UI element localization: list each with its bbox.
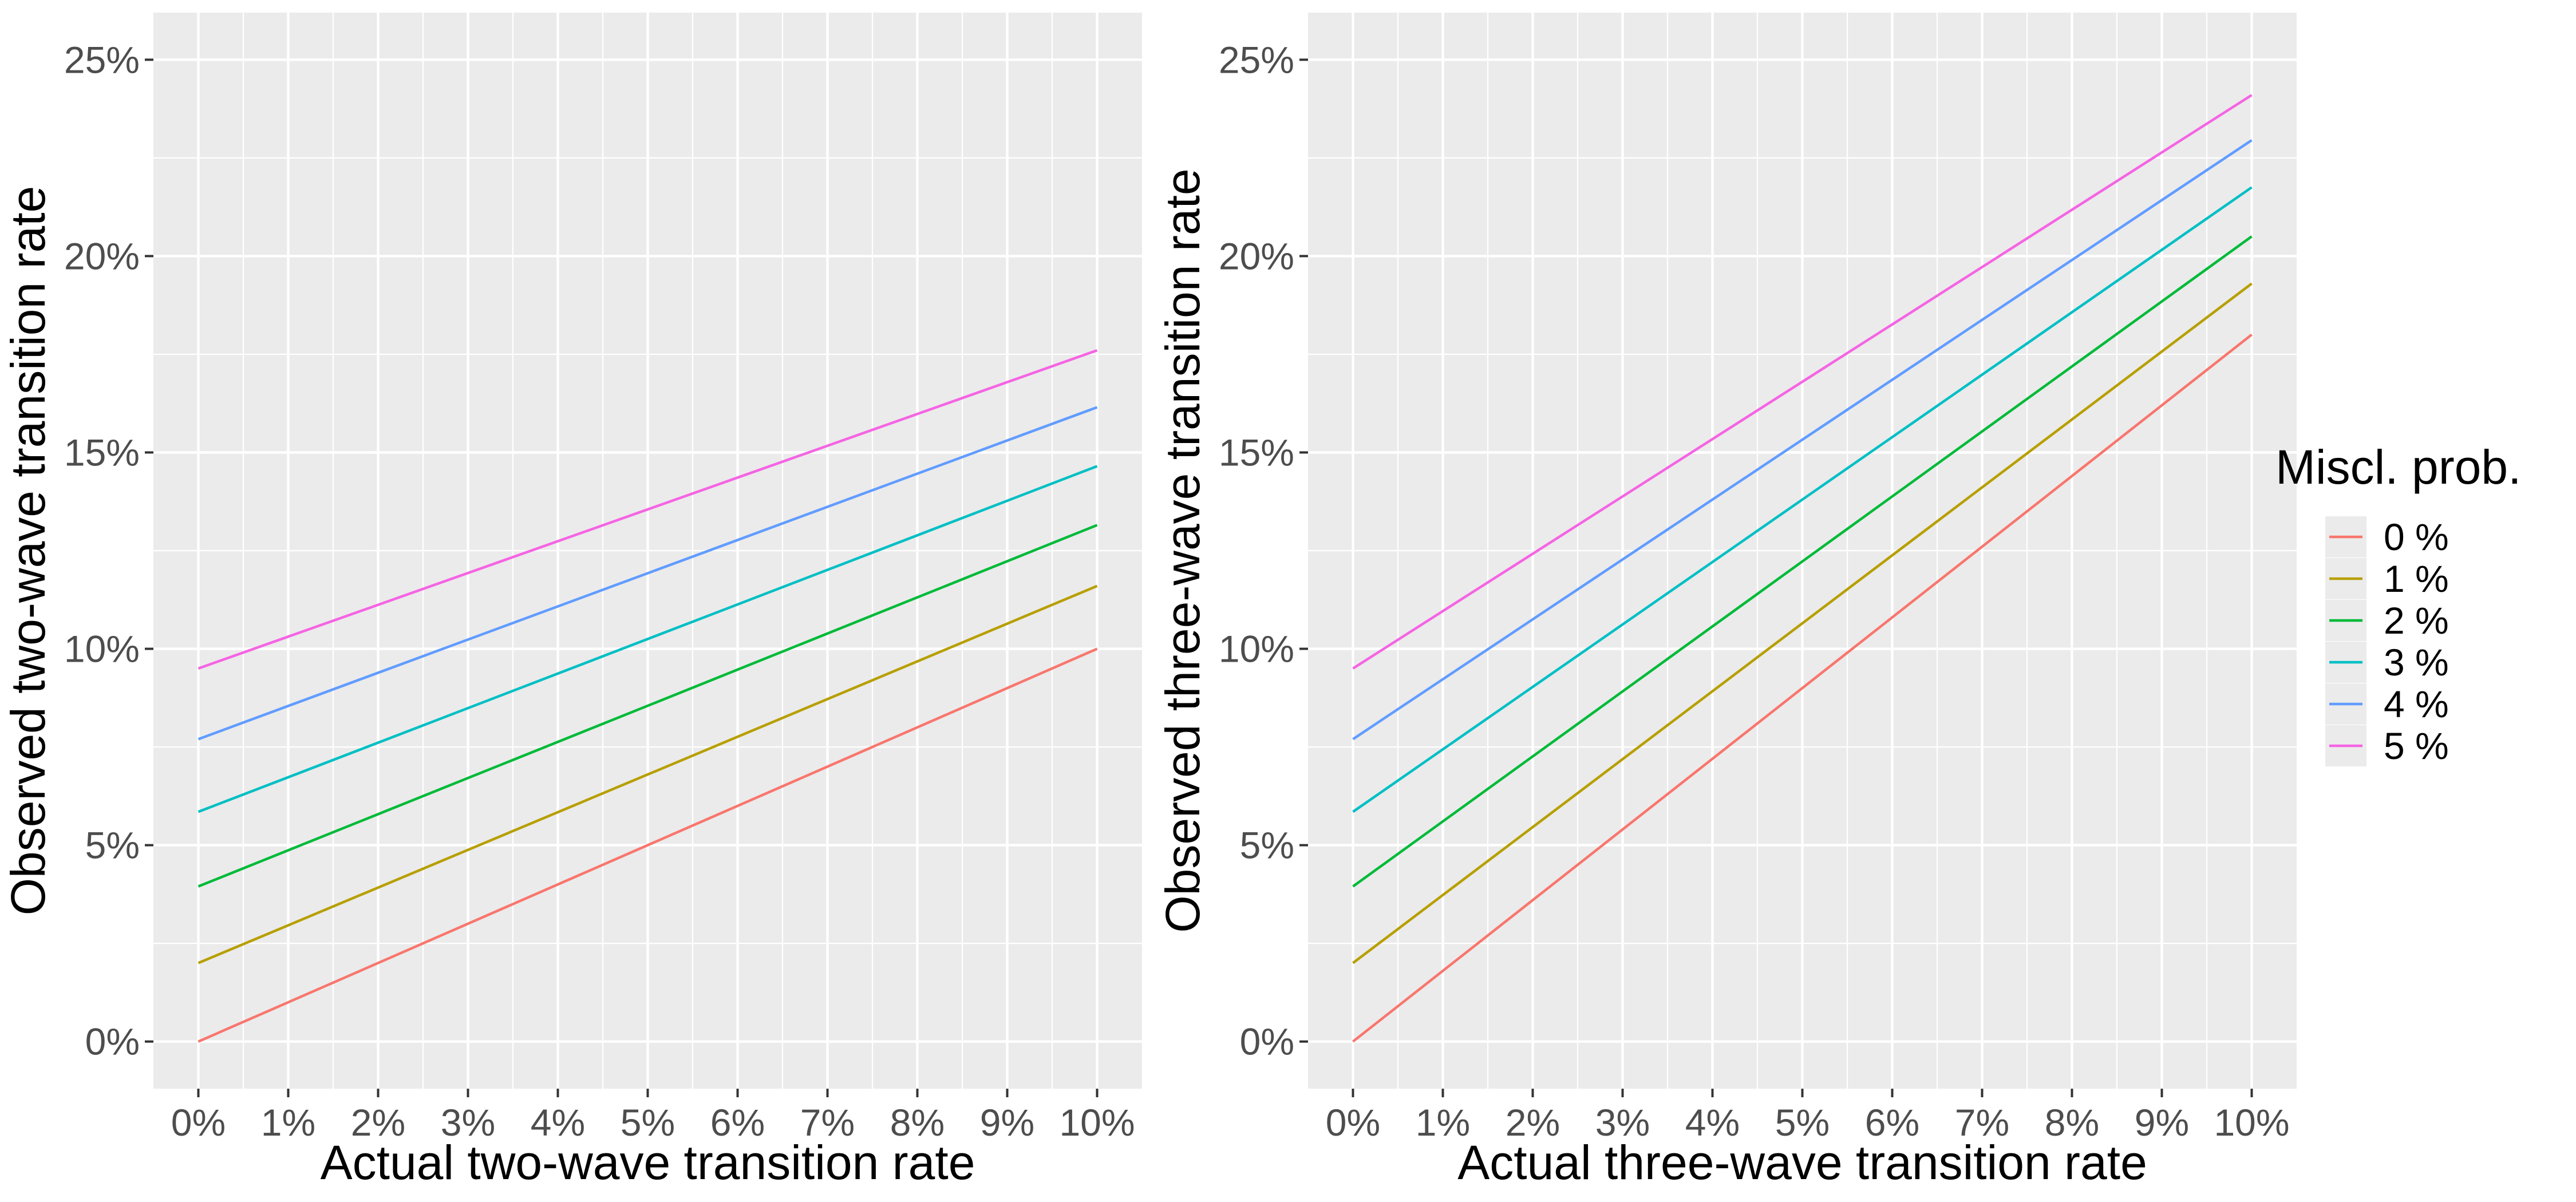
x-tick-label: 2% bbox=[351, 1101, 405, 1144]
x-tick-label: 9% bbox=[2135, 1101, 2189, 1144]
x-tick-label: 10% bbox=[1059, 1101, 1135, 1144]
y-tick-label: 15% bbox=[1219, 431, 1294, 473]
x-tick-label: 1% bbox=[1416, 1101, 1470, 1144]
y-tick-label: 25% bbox=[1219, 38, 1294, 81]
series-line-0 bbox=[197, 647, 1098, 1043]
x-tick-label: 9% bbox=[980, 1101, 1034, 1144]
legend-item: 5 % bbox=[2325, 725, 2449, 767]
chart-right: 0% 1% 2% 3% 4% 5% 6% 7% 8% 9% 10% 0% 5% 10% 15% 20% 25% A… bbox=[1156, 13, 2297, 1189]
y-tick-label: 20% bbox=[1219, 235, 1294, 277]
x-tick-label: 4% bbox=[531, 1101, 585, 1144]
y-tick-label: 25% bbox=[64, 38, 140, 81]
series-line-5 bbox=[197, 349, 1098, 670]
series-line-1 bbox=[1352, 282, 2253, 964]
x-tick-label: 7% bbox=[800, 1101, 855, 1144]
legend-label: 2 % bbox=[2384, 599, 2449, 642]
y-tick-label: 10% bbox=[64, 628, 140, 670]
x-tick-label: 10% bbox=[2214, 1101, 2289, 1144]
y-tick-label: 10% bbox=[1219, 628, 1294, 670]
y-tick-label: 15% bbox=[64, 431, 140, 473]
series-line-0 bbox=[1352, 333, 2253, 1043]
chart-panels: 0% 1% 2% 3% 4% 5% 6% 7% 8% 9% 10% 0% 5% 10% 15% 20% 25% A… bbox=[1, 13, 2297, 1189]
series-line-2 bbox=[1352, 235, 2253, 888]
legend-item: 1 % bbox=[2325, 557, 2449, 600]
x-axis-title: Actual three-wave transition rate bbox=[1457, 1136, 2147, 1189]
legend-label: 1 % bbox=[2384, 557, 2449, 600]
legend-label: 4 % bbox=[2384, 683, 2449, 725]
y-tick-label: 0% bbox=[1240, 1021, 1294, 1063]
legend-label: 0 % bbox=[2384, 516, 2449, 558]
legend-title: Miscl. prob. bbox=[2275, 440, 2521, 494]
y-tick-label: 5% bbox=[85, 824, 140, 867]
x-tick-label: 0% bbox=[1326, 1101, 1380, 1144]
x-tick-label: 8% bbox=[890, 1101, 945, 1144]
x-tick-label: 6% bbox=[1865, 1101, 1919, 1144]
x-tick-label: 1% bbox=[261, 1101, 315, 1144]
chart-left: 0% 1% 2% 3% 4% 5% 6% 7% 8% 9% 10% 0% 5% 10% 15% 20% 25% A… bbox=[1, 13, 1142, 1189]
x-tick-label: 3% bbox=[1595, 1101, 1650, 1144]
y-axis-title: Observed two-wave transition rate bbox=[1, 186, 55, 916]
legend-item: 2 % bbox=[2325, 599, 2449, 642]
legend-label: 3 % bbox=[2384, 641, 2449, 683]
legend-label: 5 % bbox=[2384, 725, 2449, 767]
x-tick-label: 5% bbox=[621, 1101, 675, 1144]
y-tick-label: 5% bbox=[1240, 824, 1294, 867]
x-tick-label: 0% bbox=[171, 1101, 226, 1144]
x-tick-label: 5% bbox=[1775, 1101, 1830, 1144]
series-line-4 bbox=[1352, 139, 2253, 741]
legend-item: 4 % bbox=[2325, 683, 2449, 725]
series-line-4 bbox=[197, 406, 1098, 741]
x-tick-label: 8% bbox=[2045, 1101, 2099, 1144]
x-tick-label: 6% bbox=[710, 1101, 765, 1144]
series-line-5 bbox=[1352, 94, 2253, 670]
y-axis-title: Observed three-wave transition rate bbox=[1156, 168, 1210, 932]
series-line-1 bbox=[197, 584, 1098, 964]
series-line-2 bbox=[197, 524, 1098, 888]
series-line-3 bbox=[197, 465, 1098, 813]
x-axis-title: Actual two-wave transition rate bbox=[321, 1136, 975, 1189]
y-tick-label: 0% bbox=[85, 1021, 140, 1063]
x-tick-label: 3% bbox=[441, 1101, 495, 1144]
series-line-3 bbox=[1352, 186, 2253, 813]
legend: Miscl. prob. 0 %1 %2 %3 %4 %5 % bbox=[2275, 440, 2521, 767]
legend-item: 3 % bbox=[2325, 641, 2449, 683]
legend-item: 0 % bbox=[2325, 516, 2449, 558]
x-tick-label: 7% bbox=[1955, 1101, 2009, 1144]
x-tick-label: 4% bbox=[1685, 1101, 1740, 1144]
y-tick-label: 20% bbox=[64, 235, 140, 277]
x-tick-label: 2% bbox=[1506, 1101, 1560, 1144]
